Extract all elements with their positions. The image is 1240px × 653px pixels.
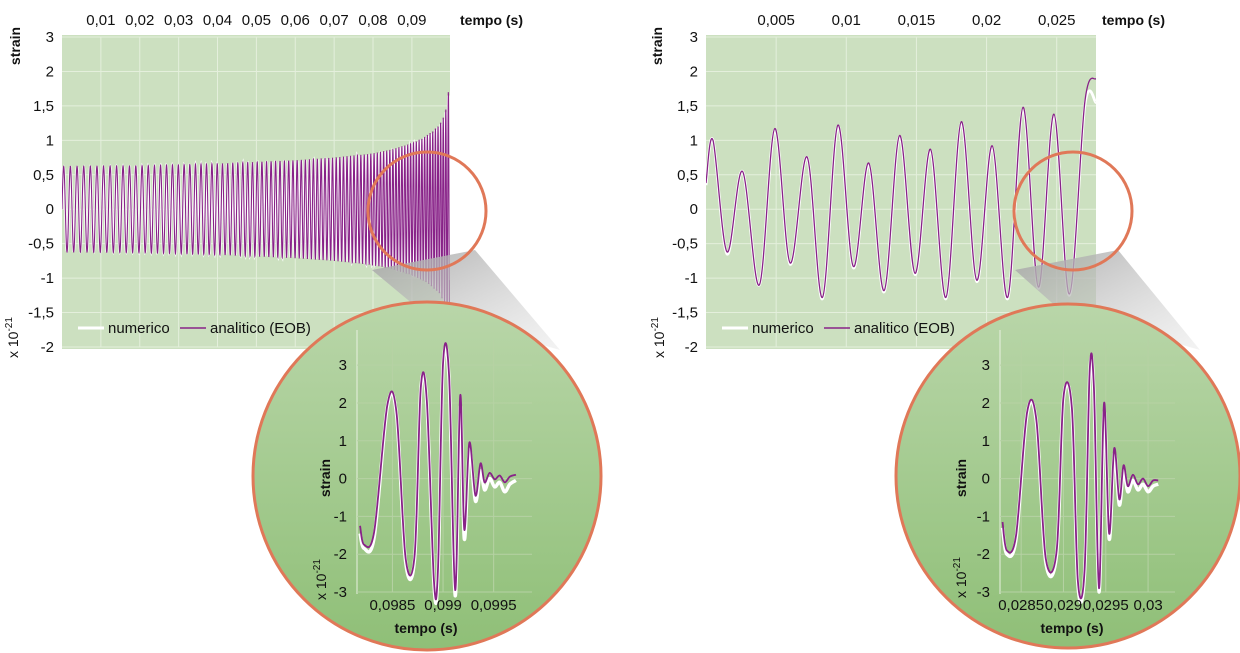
x-tick-label: 0,01 — [832, 12, 861, 29]
inset-y-tick-label: -3 — [334, 584, 347, 601]
inset-y-tick-label: 0 — [982, 471, 990, 488]
inset-series-line-analitico — [1001, 352, 1159, 600]
y-tick-label: -0,5 — [672, 236, 698, 253]
inset-y-tick-label: -1 — [334, 508, 347, 525]
y-tick-label: 1,5 — [677, 98, 698, 115]
inset-y-axis-title: strain — [953, 459, 969, 497]
inset-y-tick-label: 3 — [339, 357, 347, 374]
inset-disc — [894, 302, 1240, 650]
x-tick-label: 0,025 — [1038, 12, 1076, 29]
axis-ticks: 3 2 1,5 1 0,5 0 -0,5 -1 -1,5 -2 0,01 0,02 0,03 0,04 0,… — [28, 12, 426, 356]
x-tick-label: 0,01 — [86, 12, 115, 29]
inset-y-axis-title: strain — [317, 459, 333, 497]
y-tick-label: 2 — [690, 63, 698, 80]
x-tick-label: 0,06 — [281, 12, 310, 29]
inset-x-tick-label: 0,029 — [1045, 597, 1083, 614]
series-group — [62, 92, 450, 330]
inset-y-tick-label: 3 — [982, 357, 990, 374]
y-tick-label: -2 — [685, 339, 698, 356]
inset-y-tick-label: 2 — [982, 395, 990, 412]
inset-y-tick-label: -2 — [977, 546, 990, 563]
legend: numerico analitico (EOB) — [78, 320, 311, 337]
y-axis-title: strain — [7, 27, 23, 65]
gridlines — [706, 36, 1096, 348]
y-tick-label: -1,5 — [672, 305, 698, 322]
y-tick-label: 0,5 — [33, 167, 54, 184]
inset-y-tick-label: 2 — [339, 395, 347, 412]
inset-x-tick-label: 0,0985 — [369, 597, 415, 614]
y-tick-label: 0,5 — [677, 167, 698, 184]
x-tick-label: 0,03 — [164, 12, 193, 29]
zoom-callout-shadow — [1015, 250, 1200, 350]
series-line-analitico — [706, 77, 1096, 299]
zoom-highlight-circle — [1012, 150, 1134, 272]
right-chart: 3 2 1,5 1 0,5 0 -0,5 -1 -1,5 -2 0,005 0,01 0,015 0,02… — [649, 12, 1165, 358]
x-tick-label: 0,015 — [898, 12, 936, 29]
axis-ticks: 3 2 1,5 1 0,5 0 -0,5 -1 -1,5 -2 0,005 0,01 0,015 0,02… — [672, 12, 1075, 356]
legend-label-analitico: analitico (EOB) — [210, 320, 311, 337]
plot-area — [706, 35, 1096, 349]
series-line-analitico — [62, 92, 450, 330]
inset-x-axis-title: tempo (s) — [395, 620, 458, 636]
y-tick-label: 1 — [46, 132, 54, 149]
inset-y-tick-label: -3 — [977, 584, 990, 601]
inset-x-tick-label: 0,099 — [424, 597, 462, 614]
inset-series — [1000, 352, 1159, 605]
inset-y-tick-label: 0 — [339, 471, 347, 488]
inset-ticks: 3 2 1 0 -1 -2 -3 0,0985 0,099 0,0995 — [334, 357, 517, 614]
y-tick-label: -2 — [41, 339, 54, 356]
x-axis-title: tempo (s) — [1102, 12, 1165, 28]
x-tick-label: 0,08 — [358, 12, 387, 29]
inset-x-axis-title: tempo (s) — [1041, 620, 1104, 636]
y-tick-label: 3 — [46, 29, 54, 46]
x-tick-label: 0,02 — [125, 12, 154, 29]
inset-series-line-analitico — [359, 342, 517, 601]
inset-x-tick-label: 0,0285 — [998, 597, 1044, 614]
y-tick-label: 0 — [690, 201, 698, 218]
y-tick-label: 3 — [690, 29, 698, 46]
inset-y-tick-label: -2 — [334, 546, 347, 563]
y-tick-label: 1,5 — [33, 98, 54, 115]
y-tick-label: -1,5 — [28, 305, 54, 322]
legend-label-numerico: numerico — [752, 320, 814, 337]
y-unit-label: x 10-21 — [4, 317, 21, 358]
inset-x-tick-label: 0,03 — [1133, 597, 1162, 614]
y-tick-label: -1 — [685, 270, 698, 287]
legend-label-numerico: numerico — [108, 320, 170, 337]
inset-ticks: 3 2 1 0 -1 -2 -3 0,0285 0,029 0,0295 0,03 — [977, 357, 1163, 614]
legend: numerico analitico (EOB) — [722, 320, 955, 337]
inset-disc — [251, 300, 603, 652]
x-tick-label: 0,05 — [242, 12, 271, 29]
y-tick-label: -0,5 — [28, 236, 54, 253]
y-tick-label: 2 — [46, 63, 54, 80]
inset-x-tick-label: 0,0995 — [471, 597, 517, 614]
inset-y-tick-label: 1 — [982, 433, 990, 450]
x-tick-label: 0,09 — [397, 12, 426, 29]
y-axis-title: strain — [649, 27, 665, 65]
inset-series — [358, 342, 517, 606]
inset-y-tick-label: -1 — [977, 508, 990, 525]
x-tick-label: 0,04 — [203, 12, 232, 29]
y-unit-label: x 10-21 — [650, 317, 667, 358]
x-tick-label: 0,02 — [972, 12, 1001, 29]
left-chart: 3 2 1,5 1 0,5 0 -0,5 -1 -1,5 -2 0,01 0,02 0,03 0,04 0,… — [4, 12, 523, 358]
y-tick-label: -1 — [41, 270, 54, 287]
x-tick-label: 0,005 — [757, 12, 795, 29]
x-axis-title: tempo (s) — [460, 12, 523, 28]
inset-y-tick-label: 1 — [339, 433, 347, 450]
zoom-highlight-circle — [366, 150, 488, 272]
inset-gridlines — [356, 330, 532, 594]
inset-x-tick-label: 0,0295 — [1083, 597, 1129, 614]
y-tick-label: 0 — [46, 201, 54, 218]
x-tick-label: 0,07 — [320, 12, 349, 29]
y-tick-label: 1 — [690, 132, 698, 149]
legend-label-analitico: analitico (EOB) — [854, 320, 955, 337]
